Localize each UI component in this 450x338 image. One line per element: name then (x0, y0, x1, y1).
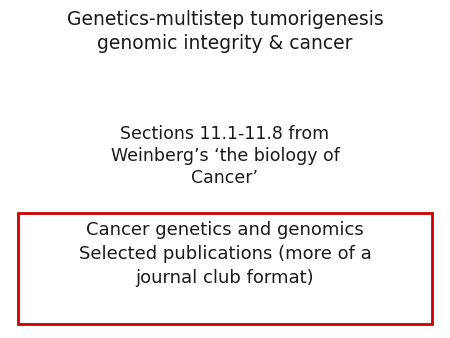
FancyBboxPatch shape (18, 213, 432, 324)
Text: Cancer genetics and genomics
Selected publications (more of a
journal club forma: Cancer genetics and genomics Selected pu… (79, 221, 371, 287)
Text: Genetics-multistep tumorigenesis
genomic integrity & cancer: Genetics-multistep tumorigenesis genomic… (67, 10, 383, 53)
Text: Sections 11.1-11.8 from
Weinberg’s ‘the biology of
Cancer’: Sections 11.1-11.8 from Weinberg’s ‘the … (111, 125, 339, 188)
